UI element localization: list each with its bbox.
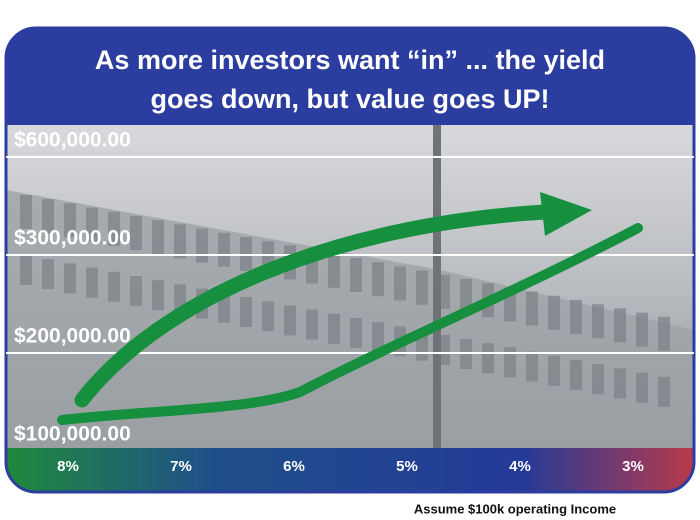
- arrow-head: [540, 192, 592, 236]
- footnote: Assume $100k operating Income: [414, 501, 616, 516]
- y-label: $100,000.00: [14, 423, 131, 446]
- window: [460, 279, 472, 313]
- x-label: 3%: [622, 458, 644, 475]
- window: [526, 351, 538, 382]
- window: [328, 313, 340, 344]
- window: [86, 267, 98, 298]
- y-label: $300,000.00: [14, 227, 131, 250]
- window: [20, 195, 32, 229]
- window: [152, 280, 164, 311]
- window: [328, 253, 340, 288]
- window: [130, 276, 142, 306]
- window: [130, 216, 142, 250]
- window: [592, 304, 604, 339]
- window: [372, 262, 384, 297]
- window: [64, 203, 76, 238]
- window: [636, 372, 648, 403]
- window: [526, 291, 538, 326]
- window: [108, 271, 120, 302]
- x-label: 5%: [396, 458, 418, 475]
- window: [592, 364, 604, 395]
- pole: [433, 125, 441, 450]
- window: [394, 266, 406, 301]
- windows: [20, 195, 670, 407]
- window: [174, 224, 186, 259]
- window: [416, 270, 428, 305]
- window: [262, 301, 274, 332]
- window: [240, 297, 252, 327]
- window: [636, 312, 648, 347]
- window: [658, 316, 670, 351]
- value-curve: [57, 223, 643, 425]
- window: [86, 207, 98, 242]
- window: [482, 343, 494, 374]
- y-label: $600,000.00: [14, 129, 131, 152]
- texts: As more investors want “in” ... the yiel…: [14, 45, 644, 516]
- window: [284, 305, 296, 336]
- frame-border: [4, 26, 696, 494]
- window: [108, 211, 120, 246]
- x-label: 7%: [170, 458, 192, 475]
- x-label: 8%: [57, 458, 79, 475]
- x-label: 6%: [283, 458, 305, 475]
- window: [570, 300, 582, 334]
- window: [372, 322, 384, 353]
- window: [218, 232, 230, 267]
- window: [152, 220, 164, 255]
- window: [350, 318, 362, 348]
- window: [548, 295, 560, 330]
- window: [658, 376, 670, 407]
- window: [570, 360, 582, 390]
- y-label: $200,000.00: [14, 325, 131, 348]
- title-line: As more investors want “in” ... the yiel…: [95, 45, 605, 75]
- title-line: goes down, but value goes UP!: [150, 84, 549, 114]
- window: [196, 228, 208, 263]
- window: [42, 259, 54, 290]
- window: [306, 309, 318, 340]
- x-band: [6, 448, 694, 492]
- window: [20, 255, 32, 285]
- window: [350, 258, 362, 292]
- window: [614, 308, 626, 343]
- window: [614, 368, 626, 399]
- trend-arrow: [74, 204, 553, 408]
- window: [548, 355, 560, 386]
- x-label: 4%: [509, 458, 531, 475]
- window: [504, 347, 516, 378]
- window: [64, 263, 76, 294]
- window: [42, 199, 54, 234]
